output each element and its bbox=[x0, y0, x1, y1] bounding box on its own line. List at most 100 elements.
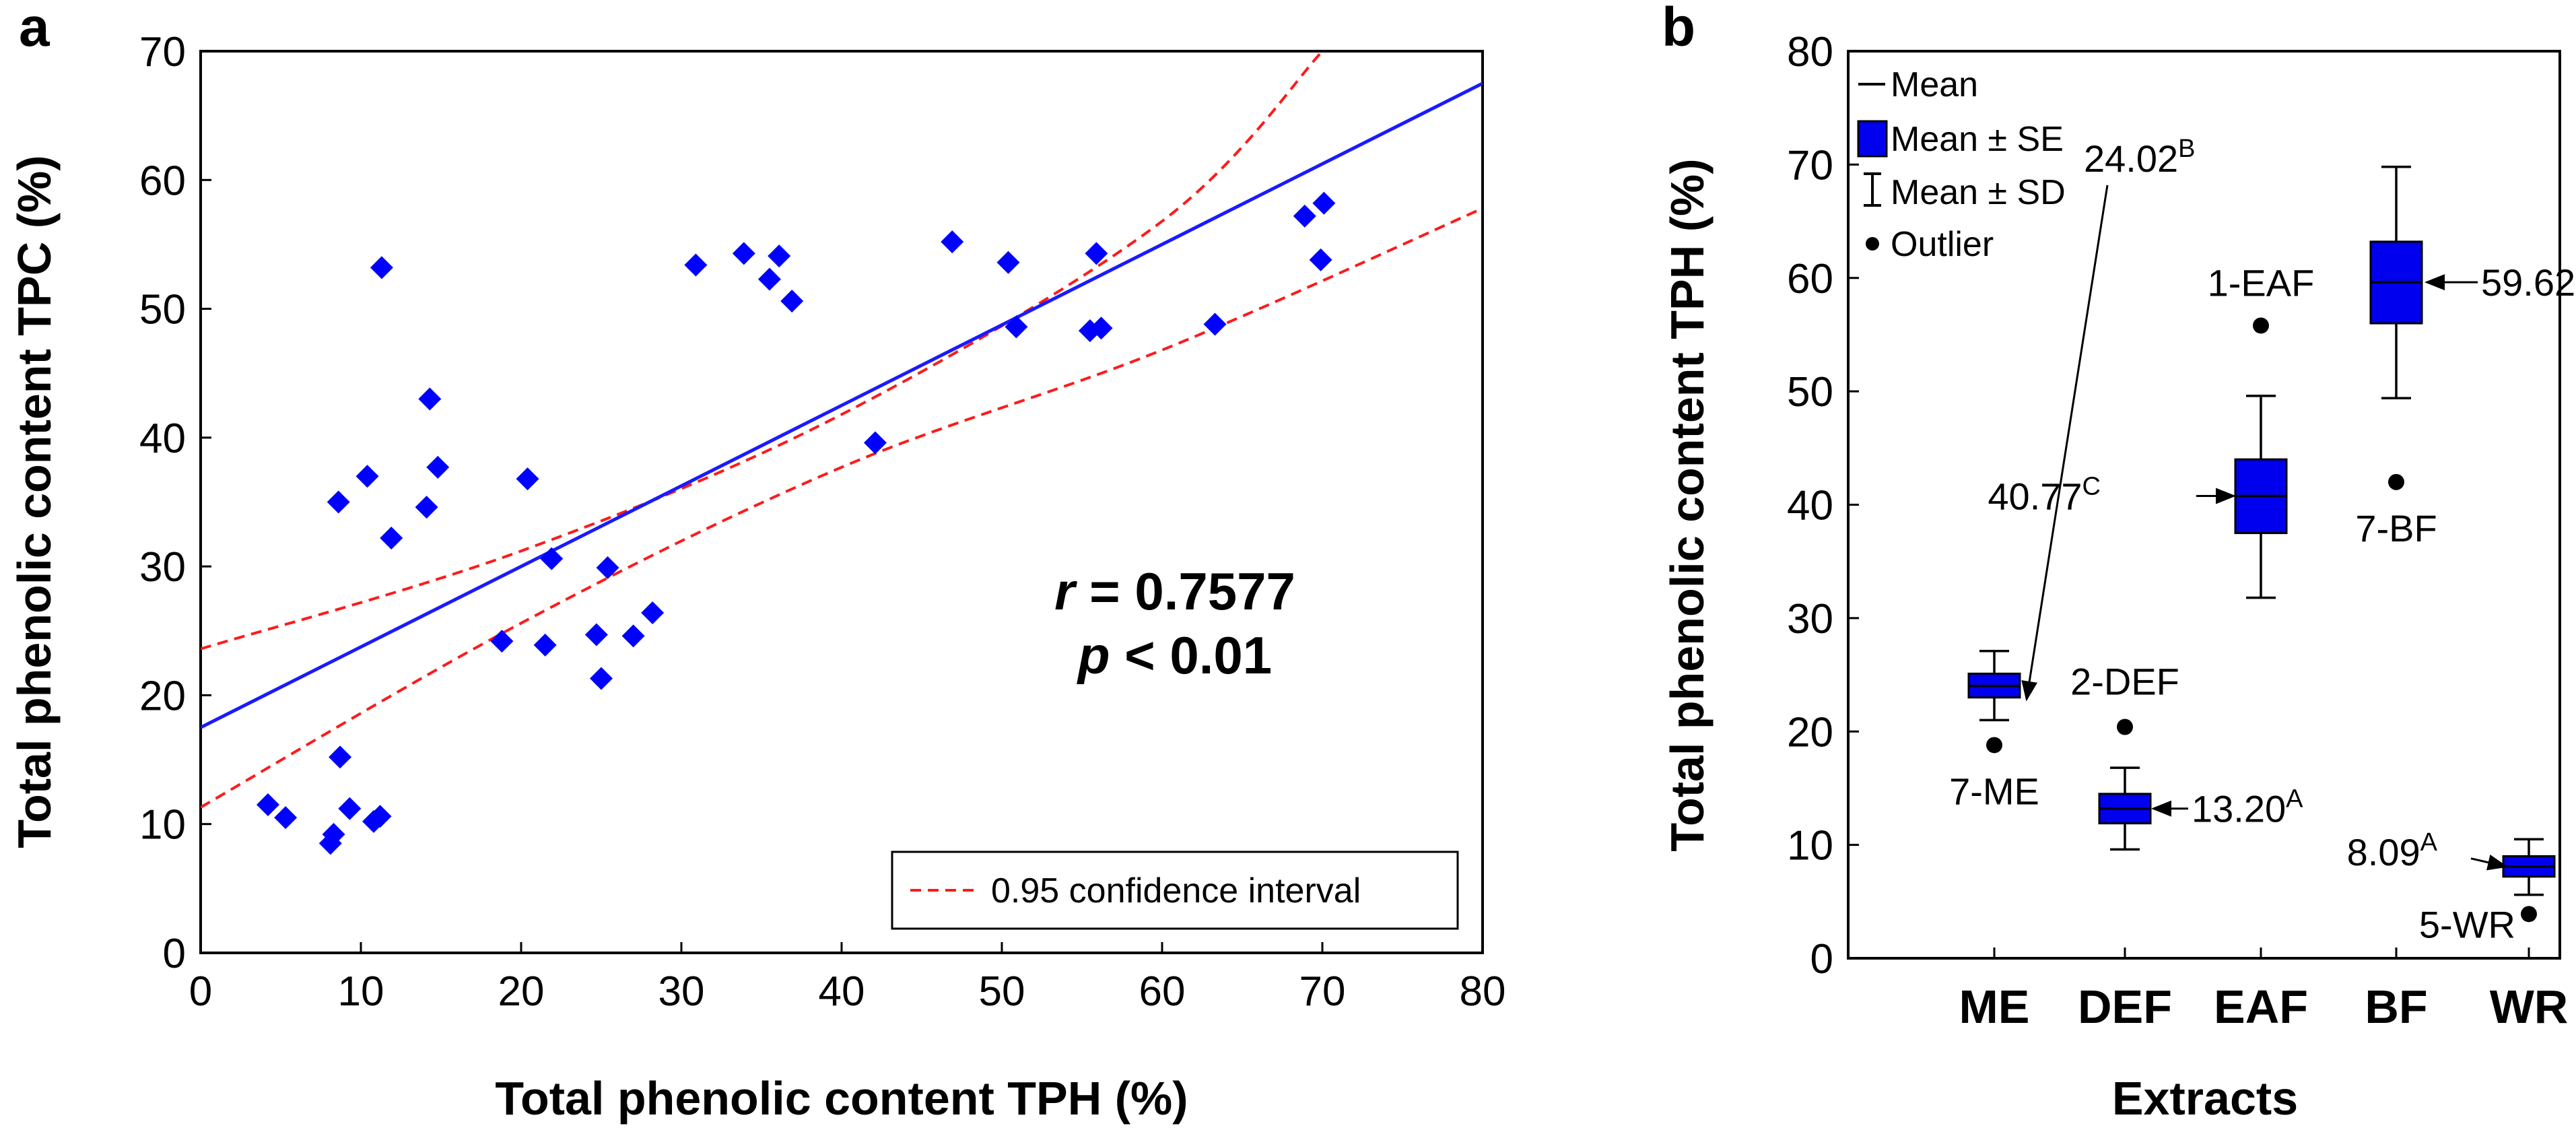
scatter-point bbox=[684, 253, 708, 277]
ci-lower-line bbox=[201, 207, 1483, 809]
panel-a-legend: 0.95 confidence interval bbox=[891, 851, 1459, 930]
ci-upper-line bbox=[201, 51, 1324, 651]
scatter-point bbox=[1085, 242, 1108, 265]
y-tick-label: 40 bbox=[139, 415, 186, 462]
category-label: ME bbox=[1959, 980, 2030, 1033]
significance-letter: B bbox=[2178, 135, 2195, 163]
outlier-point bbox=[2388, 473, 2404, 490]
mean-value: 13.20 bbox=[2192, 788, 2286, 830]
mean-arrow bbox=[2470, 855, 2508, 871]
x-tick-label: 40 bbox=[819, 968, 865, 1015]
scatter-point bbox=[641, 601, 665, 625]
b-y-tick-label: 60 bbox=[1787, 256, 1833, 302]
scatter-point bbox=[368, 805, 392, 828]
b-y-tick-label: 40 bbox=[1787, 483, 1833, 529]
scatter-point bbox=[732, 242, 755, 265]
mean-value-label: 13.20A bbox=[2192, 785, 2303, 830]
scatter-point bbox=[338, 797, 362, 820]
scatter-point bbox=[415, 496, 438, 519]
x-tick-label: 10 bbox=[338, 968, 384, 1015]
scatter-point bbox=[590, 667, 613, 690]
category-label: BF bbox=[2365, 980, 2427, 1033]
y-tick-label: 30 bbox=[139, 544, 186, 591]
r-value: = 0.7577 bbox=[1075, 562, 1295, 621]
outlier-point bbox=[2253, 317, 2269, 334]
b-y-tick-label: 50 bbox=[1787, 369, 1833, 415]
x-tick-label: 20 bbox=[498, 968, 545, 1015]
p-value: < 0.01 bbox=[1110, 626, 1272, 685]
mean-value: 59.62 bbox=[2481, 261, 2575, 304]
significance-letter: A bbox=[2286, 785, 2303, 813]
outlier-label: 7-BF bbox=[2355, 507, 2437, 550]
mean-value-label: 8.09A bbox=[2347, 828, 2438, 873]
outlier-label: 5-WR bbox=[2419, 903, 2515, 945]
mean-value: 8.09 bbox=[2347, 831, 2420, 873]
mean-value-label: 59.62D bbox=[2481, 259, 2576, 304]
legend-outlier-label: Outlier bbox=[1891, 225, 1994, 264]
scatter-point bbox=[621, 624, 645, 648]
scatter-point bbox=[322, 823, 345, 846]
b-y-tick-label: 0 bbox=[1810, 936, 1833, 983]
b-y-tick-label: 10 bbox=[1787, 823, 1833, 869]
b-y-tick-label: 70 bbox=[1787, 142, 1833, 189]
scatter-point bbox=[1203, 312, 1227, 336]
legend-se-label: Mean ± SE bbox=[1891, 120, 2064, 159]
legend-mean-label: Mean bbox=[1891, 65, 1978, 104]
r-symbol: r bbox=[1054, 562, 1077, 621]
outlier-label: 2-DEF bbox=[2070, 661, 2179, 703]
legend-sd-swatch bbox=[1864, 172, 1881, 207]
p-symbol: p bbox=[1077, 626, 1110, 685]
scatter-point bbox=[1005, 315, 1028, 339]
scatter-point bbox=[327, 490, 350, 514]
scatter-point bbox=[996, 251, 1020, 274]
scatter-point bbox=[516, 467, 539, 491]
category-label: DEF bbox=[2078, 980, 2172, 1033]
significance-letter: A bbox=[2420, 828, 2438, 857]
scatter-point bbox=[941, 230, 964, 254]
scatter-point bbox=[1293, 204, 1316, 228]
outlier-point bbox=[2521, 906, 2537, 923]
legend-se-swatch bbox=[1857, 120, 1888, 158]
scatter-point bbox=[1309, 248, 1332, 271]
y-tick-label: 20 bbox=[139, 673, 186, 719]
regression-line bbox=[201, 81, 1483, 729]
x-tick-label: 70 bbox=[1299, 968, 1346, 1015]
panel-b-letter: b bbox=[1662, 0, 1695, 58]
outlier-label: 7-ME bbox=[1949, 770, 2039, 812]
y-tick-label: 70 bbox=[139, 29, 186, 75]
scatter-point bbox=[533, 633, 557, 657]
x-tick-label: 80 bbox=[1460, 968, 1506, 1015]
panel-a-letter: a bbox=[19, 0, 50, 58]
category-label: EAF bbox=[2214, 980, 2308, 1033]
x-tick-label: 30 bbox=[658, 968, 705, 1015]
mean-arrow bbox=[2021, 185, 2109, 702]
scatter-point bbox=[780, 290, 804, 313]
panel-a-plot-frame bbox=[199, 50, 1484, 954]
b-y-tick-label: 20 bbox=[1787, 709, 1833, 756]
correlation-r-annotation: r = 0.7577 bbox=[1054, 562, 1295, 621]
outlier-point bbox=[1986, 737, 2002, 754]
x-tick-label: 0 bbox=[189, 968, 212, 1015]
panel-a-x-axis-title: Total phenolic content TPH (%) bbox=[495, 1072, 1188, 1125]
scatter-point bbox=[768, 244, 791, 268]
scatter-point bbox=[1089, 317, 1113, 340]
category-label: WR bbox=[2490, 980, 2569, 1033]
scatter-point bbox=[256, 793, 279, 817]
x-tick-label: 50 bbox=[979, 968, 1025, 1015]
scatter-point bbox=[584, 623, 608, 646]
scatter-point bbox=[370, 256, 393, 279]
y-tick-label: 60 bbox=[139, 158, 186, 204]
scatter-point bbox=[540, 547, 564, 570]
scatter-point bbox=[380, 527, 403, 550]
panel-b-legend: Mean Mean ± SE Mean ± SD Outlier bbox=[1857, 65, 2066, 264]
box-def: 2-DEF 13.20A bbox=[2070, 661, 2303, 851]
scatter-point bbox=[596, 556, 619, 580]
b-y-tick-label: 30 bbox=[1787, 596, 1833, 642]
mean-value-label: 40.77C bbox=[1988, 473, 2101, 518]
panel-b-y-axis-title: Total phenolic content TPH (%) bbox=[1661, 158, 1714, 851]
scatter-point bbox=[863, 431, 887, 455]
scatter-point bbox=[274, 806, 298, 830]
y-tick-label: 10 bbox=[139, 802, 186, 848]
mean-value-label: 24.02B bbox=[2084, 135, 2196, 180]
